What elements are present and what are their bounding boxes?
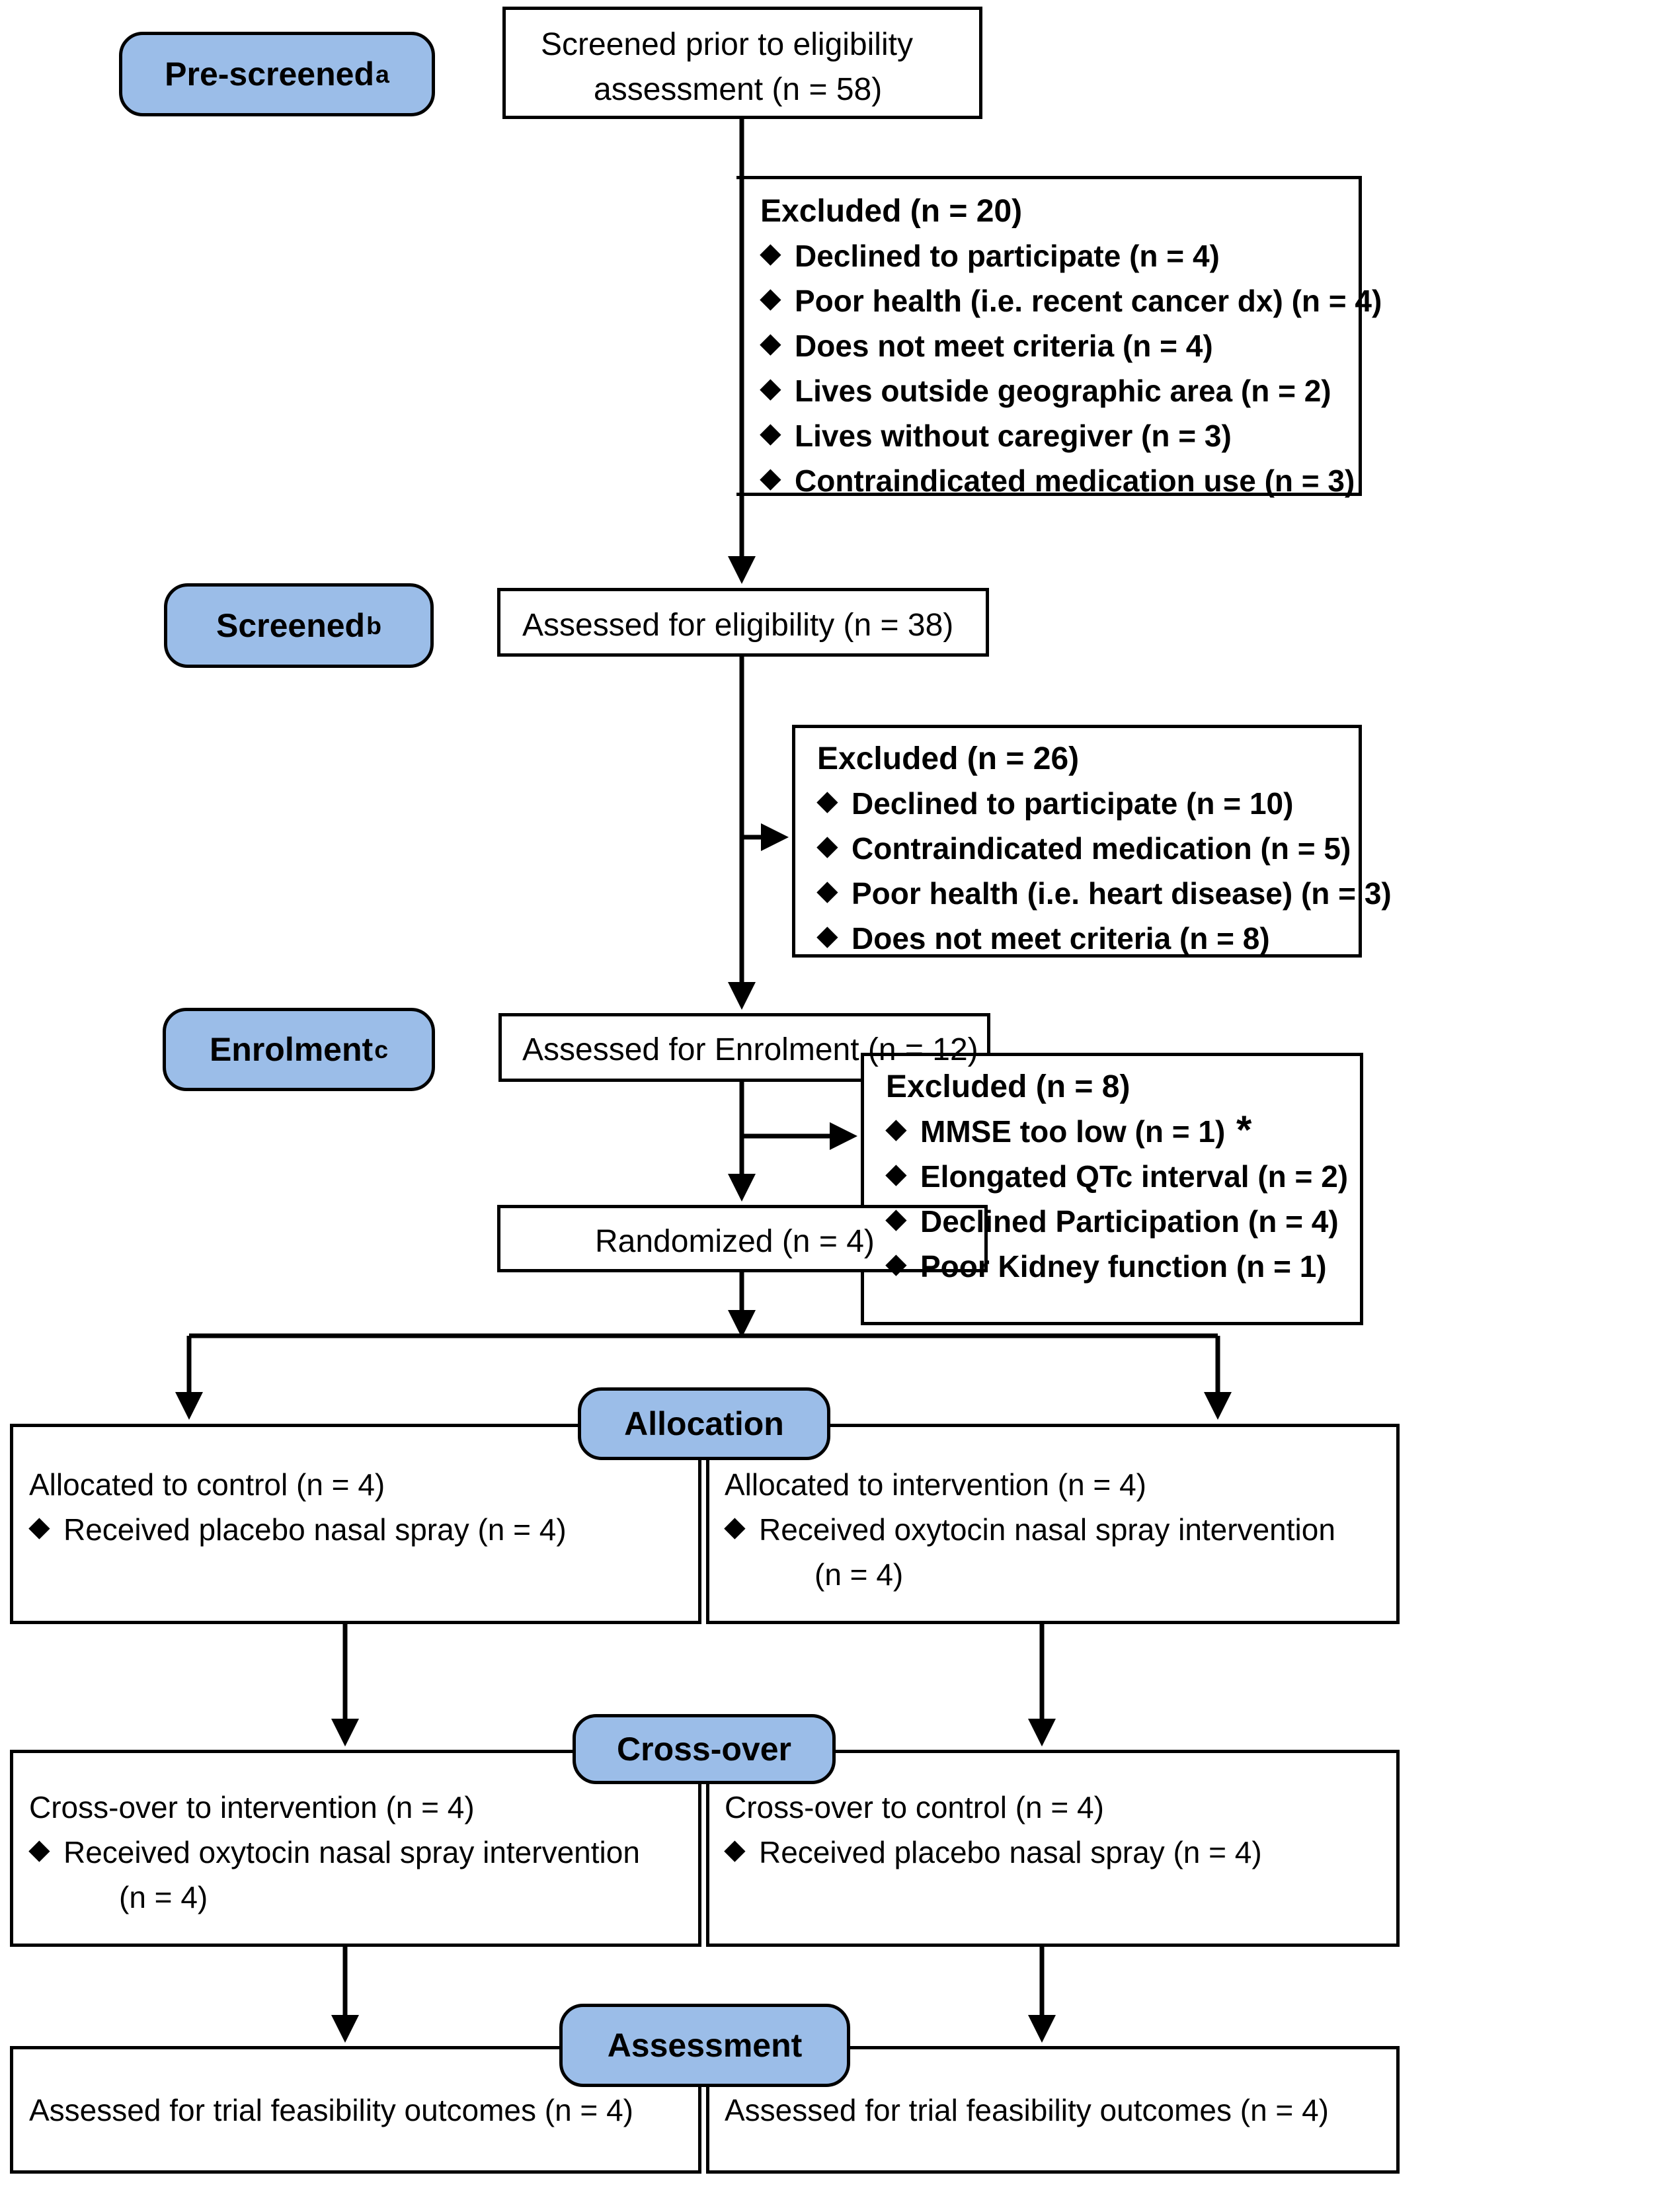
stage-sup: c bbox=[374, 1036, 388, 1064]
excl3-item: Elongated QTc interval (n = 2) bbox=[920, 1159, 1348, 1194]
bullet-icon: ◆ bbox=[725, 1512, 745, 1542]
cross-left-title: Cross-over to intervention (n = 4) bbox=[29, 1789, 475, 1825]
excl2-item: Declined to participate (n = 10) bbox=[852, 786, 1293, 821]
bullet-icon: ◆ bbox=[29, 1512, 50, 1542]
prescreen-line2: assessment (n = 58) bbox=[594, 71, 882, 108]
excl1-item: Lives without caregiver (n = 3) bbox=[795, 418, 1232, 454]
stage-cross-over: Cross-over bbox=[573, 1714, 836, 1784]
stage-label: Pre-screened bbox=[165, 55, 374, 93]
excl3-item: MMSE too low (n = 1) bbox=[920, 1114, 1225, 1149]
bullet-icon: ◆ bbox=[29, 1834, 50, 1865]
bullet-icon: ◆ bbox=[817, 831, 838, 861]
stage-label: Enrolment bbox=[210, 1030, 373, 1069]
excl3-item: Poor Kidney function (n = 1) bbox=[920, 1249, 1327, 1284]
stage-enrolment: Enrolmentc bbox=[163, 1008, 435, 1091]
excl1-item: Contraindicated medication use (n = 3) bbox=[795, 463, 1355, 499]
assessed-eligibility-text: Assessed for eligibility (n = 38) bbox=[522, 607, 953, 643]
excl2-title: Excluded (n = 26) bbox=[817, 741, 1079, 777]
cross-right-item: Received placebo nasal spray (n = 4) bbox=[759, 1834, 1262, 1870]
excl2-item: Does not meet criteria (n = 8) bbox=[852, 921, 1270, 956]
bullet-icon: ◆ bbox=[760, 418, 781, 448]
excl1-title: Excluded (n = 20) bbox=[760, 193, 1022, 229]
excl1-item: Lives outside geographic area (n = 2) bbox=[795, 373, 1331, 409]
stage-sup: b bbox=[366, 612, 381, 640]
cross-left-item: Received oxytocin nasal spray interventi… bbox=[63, 1834, 640, 1870]
excl3-title: Excluded (n = 8) bbox=[886, 1069, 1130, 1105]
excl1-item: Does not meet criteria (n = 4) bbox=[795, 328, 1213, 364]
assess-right-text: Assessed for trial feasibility outcomes … bbox=[725, 2092, 1329, 2128]
alloc-right-item2: (n = 4) bbox=[814, 1557, 903, 1592]
stage-label: Cross-over bbox=[617, 1730, 791, 1768]
assessed-enrolment-text: Assessed for Enrolment (n = 12) bbox=[522, 1032, 978, 1068]
excl3-item: Declined Participation (n = 4) bbox=[920, 1204, 1339, 1239]
alloc-left-item: Received placebo nasal spray (n = 4) bbox=[63, 1512, 567, 1547]
bullet-icon: ◆ bbox=[760, 283, 781, 313]
bullet-icon: ◆ bbox=[817, 921, 838, 951]
cross-right-title: Cross-over to control (n = 4) bbox=[725, 1789, 1104, 1825]
bullet-icon: ◆ bbox=[760, 238, 781, 268]
stage-label: Allocation bbox=[624, 1405, 784, 1443]
prescreen-line1: Screened prior to eligibility bbox=[541, 26, 913, 63]
bullet-icon: ◆ bbox=[886, 1114, 906, 1144]
stage-label: Screened bbox=[216, 606, 365, 645]
stage-label: Assessment bbox=[608, 2026, 803, 2065]
bullet-icon: ◆ bbox=[886, 1249, 906, 1279]
excl1-item: Poor health (i.e. recent cancer dx) (n =… bbox=[795, 283, 1382, 319]
bullet-icon: ◆ bbox=[817, 786, 838, 816]
stage-allocation: Allocation bbox=[578, 1387, 830, 1460]
randomized-text: Randomized (n = 4) bbox=[595, 1223, 875, 1260]
excl1-item: Declined to participate (n = 4) bbox=[795, 238, 1220, 274]
stage-sup: a bbox=[376, 60, 389, 89]
stage-screened: Screenedb bbox=[164, 583, 434, 668]
bullet-icon: ◆ bbox=[886, 1204, 906, 1234]
excl2-item: Contraindicated medication (n = 5) bbox=[852, 831, 1351, 866]
alloc-right-title: Allocated to intervention (n = 4) bbox=[725, 1467, 1146, 1502]
stage-assessment: Assessment bbox=[559, 2004, 850, 2087]
alloc-right-item: Received oxytocin nasal spray interventi… bbox=[759, 1512, 1335, 1547]
bullet-icon: ◆ bbox=[886, 1159, 906, 1189]
flowchart-canvas: Pre-screeneda Screenedb Enrolmentc Alloc… bbox=[0, 0, 1666, 2212]
bullet-icon: ◆ bbox=[760, 463, 781, 493]
stage-pre-screened: Pre-screeneda bbox=[119, 32, 435, 116]
cross-left-item2: (n = 4) bbox=[119, 1879, 208, 1915]
bullet-icon: ◆ bbox=[760, 373, 781, 403]
alloc-left-title: Allocated to control (n = 4) bbox=[29, 1467, 385, 1502]
excl2-item: Poor health (i.e. heart disease) (n = 3) bbox=[852, 876, 1392, 911]
bullet-icon: ◆ bbox=[817, 876, 838, 906]
bullet-icon: ◆ bbox=[725, 1834, 745, 1865]
excl3-star: * bbox=[1236, 1107, 1251, 1153]
assess-left-text: Assessed for trial feasibility outcomes … bbox=[29, 2092, 633, 2128]
bullet-icon: ◆ bbox=[760, 328, 781, 358]
